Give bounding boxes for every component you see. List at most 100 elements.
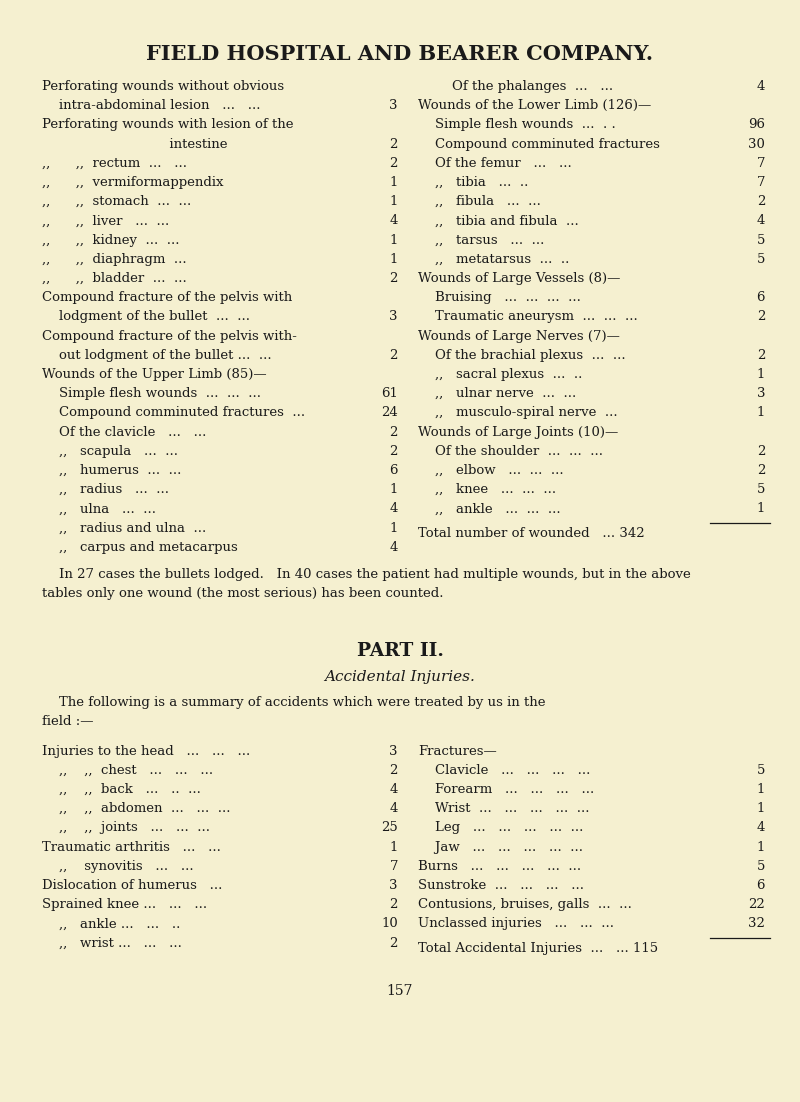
Text: 6: 6 [390, 464, 398, 477]
Text: Dislocation of humerus   ...: Dislocation of humerus ... [42, 879, 222, 892]
Text: Total number of wounded   ... 342: Total number of wounded ... 342 [418, 527, 645, 540]
Text: 3: 3 [390, 745, 398, 757]
Text: Of the shoulder  ...  ...  ...: Of the shoulder ... ... ... [418, 445, 603, 457]
Text: 1: 1 [757, 368, 765, 381]
Text: 24: 24 [382, 407, 398, 420]
Text: 5: 5 [757, 252, 765, 266]
Text: 1: 1 [390, 252, 398, 266]
Text: 61: 61 [381, 387, 398, 400]
Text: 5: 5 [757, 860, 765, 873]
Text: Wounds of Large Joints (10)—: Wounds of Large Joints (10)— [418, 425, 618, 439]
Text: 30: 30 [748, 138, 765, 151]
Text: 2: 2 [390, 349, 398, 361]
Text: Clavicle   ...   ...   ...   ...: Clavicle ... ... ... ... [418, 764, 590, 777]
Text: 4: 4 [757, 80, 765, 93]
Text: tables only one wound (the most serious) has been counted.: tables only one wound (the most serious)… [42, 587, 443, 601]
Text: ,,   metatarsus  ...  ..: ,, metatarsus ... .. [418, 252, 570, 266]
Text: FIELD HOSPITAL AND BEARER COMPANY.: FIELD HOSPITAL AND BEARER COMPANY. [146, 44, 654, 64]
Text: 2: 2 [757, 445, 765, 457]
Text: Perforating wounds with lesion of the: Perforating wounds with lesion of the [42, 118, 294, 131]
Text: Forearm   ...   ...   ...   ...: Forearm ... ... ... ... [418, 784, 594, 796]
Text: ,,   ankle ...   ...   ..: ,, ankle ... ... .. [42, 917, 180, 930]
Text: 7: 7 [390, 860, 398, 873]
Text: Traumatic arthritis   ...   ...: Traumatic arthritis ... ... [42, 841, 221, 854]
Text: ,,   tibia and fibula  ...: ,, tibia and fibula ... [418, 215, 578, 227]
Text: 7: 7 [757, 176, 765, 190]
Text: intra-abdominal lesion   ...   ...: intra-abdominal lesion ... ... [42, 99, 261, 112]
Text: Sunstroke  ...   ...   ...   ...: Sunstroke ... ... ... ... [418, 879, 584, 892]
Text: 32: 32 [748, 917, 765, 930]
Text: 3: 3 [390, 311, 398, 323]
Text: 2: 2 [757, 464, 765, 477]
Text: ,,      ,,  vermiformappendix: ,, ,, vermiformappendix [42, 176, 223, 190]
Text: 6: 6 [757, 879, 765, 892]
Text: Burns   ...   ...   ...   ...  ...: Burns ... ... ... ... ... [418, 860, 581, 873]
Text: 157: 157 [386, 984, 414, 997]
Text: ,,    ,,  abdomen  ...   ...  ...: ,, ,, abdomen ... ... ... [42, 802, 230, 815]
Text: 2: 2 [390, 425, 398, 439]
Text: 2: 2 [390, 898, 398, 911]
Text: 7: 7 [757, 156, 765, 170]
Text: ,,   knee   ...  ...  ...: ,, knee ... ... ... [418, 483, 556, 496]
Text: ,,      ,,  liver   ...  ...: ,, ,, liver ... ... [42, 215, 170, 227]
Text: ,,      ,,  stomach  ...  ...: ,, ,, stomach ... ... [42, 195, 191, 208]
Text: out lodgment of the bullet ...  ...: out lodgment of the bullet ... ... [42, 349, 272, 361]
Text: 1: 1 [757, 407, 765, 420]
Text: 4: 4 [390, 503, 398, 516]
Text: 1: 1 [757, 802, 765, 815]
Text: Simple flesh wounds  ...  ...  ...: Simple flesh wounds ... ... ... [42, 387, 261, 400]
Text: Perforating wounds without obvious: Perforating wounds without obvious [42, 80, 284, 93]
Text: 1: 1 [390, 521, 398, 534]
Text: 1: 1 [390, 176, 398, 190]
Text: Wounds of Large Vessels (8)—: Wounds of Large Vessels (8)— [418, 272, 620, 285]
Text: In 27 cases the bullets lodged.   In 40 cases the patient had multiple wounds, b: In 27 cases the bullets lodged. In 40 ca… [42, 568, 690, 581]
Text: Leg   ...   ...   ...   ...  ...: Leg ... ... ... ... ... [418, 821, 583, 834]
Text: Wrist  ...   ...   ...   ...  ...: Wrist ... ... ... ... ... [418, 802, 590, 815]
Text: ,,   scapula   ...  ...: ,, scapula ... ... [42, 445, 178, 457]
Text: Compound fracture of the pelvis with-: Compound fracture of the pelvis with- [42, 329, 297, 343]
Text: 2: 2 [390, 764, 398, 777]
Text: Fractures—: Fractures— [418, 745, 497, 757]
Text: 2: 2 [390, 156, 398, 170]
Text: 2: 2 [390, 138, 398, 151]
Text: lodgment of the bullet  ...  ...: lodgment of the bullet ... ... [42, 311, 250, 323]
Text: ,,      ,,  rectum  ...   ...: ,, ,, rectum ... ... [42, 156, 187, 170]
Text: ,,   wrist ...   ...   ...: ,, wrist ... ... ... [42, 937, 182, 950]
Text: 1: 1 [390, 234, 398, 247]
Text: Unclassed injuries   ...   ...  ...: Unclassed injuries ... ... ... [418, 917, 614, 930]
Text: 2: 2 [390, 937, 398, 950]
Text: ,,      ,,  diaphragm  ...: ,, ,, diaphragm ... [42, 252, 186, 266]
Text: Of the phalanges  ...   ...: Of the phalanges ... ... [418, 80, 613, 93]
Text: 5: 5 [757, 483, 765, 496]
Text: 1: 1 [757, 784, 765, 796]
Text: Of the clavicle   ...   ...: Of the clavicle ... ... [42, 425, 206, 439]
Text: 96: 96 [748, 118, 765, 131]
Text: Compound comminuted fractures: Compound comminuted fractures [418, 138, 660, 151]
Text: ,,    synovitis   ...   ...: ,, synovitis ... ... [42, 860, 194, 873]
Text: 4: 4 [390, 541, 398, 554]
Text: ,,   musculo-spiral nerve  ...: ,, musculo-spiral nerve ... [418, 407, 618, 420]
Text: 10: 10 [382, 917, 398, 930]
Text: 2: 2 [390, 445, 398, 457]
Text: 4: 4 [390, 215, 398, 227]
Text: Jaw   ...   ...   ...   ...  ...: Jaw ... ... ... ... ... [418, 841, 583, 854]
Text: Sprained knee ...   ...   ...: Sprained knee ... ... ... [42, 898, 207, 911]
Text: 1: 1 [390, 195, 398, 208]
Text: Simple flesh wounds  ...  . .: Simple flesh wounds ... . . [418, 118, 616, 131]
Text: 5: 5 [757, 234, 765, 247]
Text: ,,   tarsus   ...  ...: ,, tarsus ... ... [418, 234, 544, 247]
Text: Wounds of Large Nerves (7)—: Wounds of Large Nerves (7)— [418, 329, 620, 343]
Text: 4: 4 [757, 821, 765, 834]
Text: 4: 4 [757, 215, 765, 227]
Text: Traumatic aneurysm  ...  ...  ...: Traumatic aneurysm ... ... ... [418, 311, 638, 323]
Text: The following is a summary of accidents which were treated by us in the: The following is a summary of accidents … [42, 696, 546, 710]
Text: 2: 2 [390, 272, 398, 285]
Text: 1: 1 [390, 841, 398, 854]
Text: ,,   elbow   ...  ...  ...: ,, elbow ... ... ... [418, 464, 564, 477]
Text: 2: 2 [757, 349, 765, 361]
Text: ,,    ,,  back   ...   ..  ...: ,, ,, back ... .. ... [42, 784, 201, 796]
Text: PART II.: PART II. [357, 642, 443, 660]
Text: 22: 22 [748, 898, 765, 911]
Text: ,,   ankle   ...  ...  ...: ,, ankle ... ... ... [418, 503, 561, 516]
Text: Compound comminuted fractures  ...: Compound comminuted fractures ... [42, 407, 305, 420]
